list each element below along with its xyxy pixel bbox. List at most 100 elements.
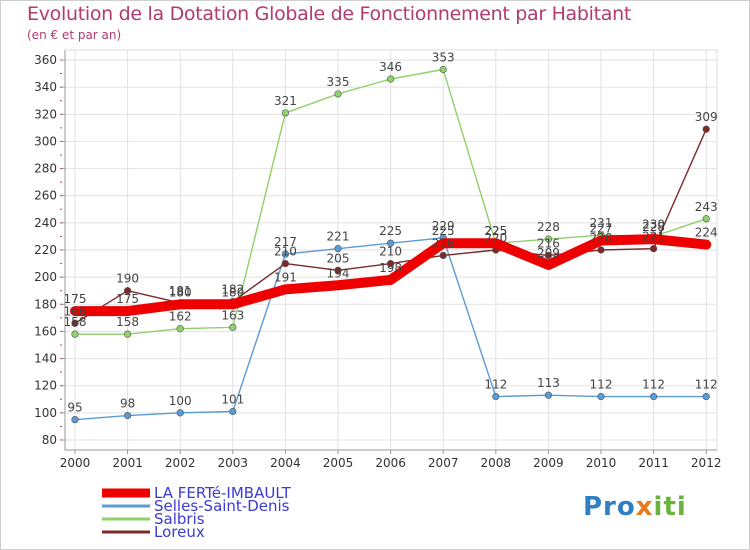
y-tick-label-360: 360 <box>34 53 57 67</box>
series-2-label-2012: 243 <box>695 200 718 214</box>
series-2-point-2007 <box>439 65 447 74</box>
series-1-point-2001 <box>123 411 132 420</box>
y-tick-label-100: 100 <box>34 406 57 420</box>
series-1-label-2002: 100 <box>169 394 192 408</box>
x-tick-label-2004: 2004 <box>270 456 301 470</box>
series-3-label-2000: 166 <box>64 304 87 318</box>
series-2-point-2002 <box>176 325 184 333</box>
series-2-point-2012 <box>702 215 710 223</box>
series-2-label-2011: 230 <box>642 217 665 231</box>
series-1-label-2010: 112 <box>590 378 613 392</box>
x-tick-label-2006: 2006 <box>375 456 406 470</box>
series-1-label-2012: 112 <box>695 378 718 392</box>
series-1-point-2011 <box>649 392 658 401</box>
series-0-label-2004: 191 <box>274 270 297 284</box>
y-tick-label-280: 280 <box>34 162 57 176</box>
series-3-point-2000 <box>71 319 79 327</box>
series-3-point-2001 <box>123 287 132 295</box>
series-3-label-2011: 221 <box>642 230 665 244</box>
series-1-point-2005 <box>334 245 342 253</box>
series-3-label-2003: 182 <box>221 283 244 297</box>
y-tick-label-140: 140 <box>34 352 57 366</box>
series-1-point-2006 <box>387 239 395 247</box>
series-0-label-2002: 180 <box>169 285 192 299</box>
series-0-label-2000: 175 <box>64 292 87 306</box>
series-0-label-2008: 225 <box>484 224 507 238</box>
series-0-point-2006 <box>387 276 394 283</box>
x-tick-label-2008: 2008 <box>481 456 512 470</box>
series-3-label-2008: 220 <box>484 231 507 245</box>
x-tick-label-2002: 2002 <box>165 456 196 470</box>
series-0-label-2011: 228 <box>642 220 665 234</box>
series-1-label-2007: 229 <box>432 219 455 233</box>
series-3-label-2009: 216 <box>537 236 560 250</box>
logo-part-3: iti <box>653 492 687 522</box>
series-0-point-2000 <box>72 308 78 315</box>
chart-title: Evolution de la Dotation Globale de Fonc… <box>27 3 632 25</box>
series-1-label-2011: 112 <box>642 378 665 392</box>
x-tick-label-2000: 2000 <box>60 456 91 470</box>
series-0-point-2008 <box>492 240 499 247</box>
series-3-point-2012 <box>702 125 710 133</box>
series-0-label-2001: 175 <box>116 292 139 306</box>
series-2-point-2006 <box>387 75 395 83</box>
series-3-point-2011 <box>649 245 658 253</box>
x-tick-label-2011: 2011 <box>638 456 669 470</box>
series-0-label-2005: 194 <box>327 266 350 280</box>
logo-part-1: Pro <box>583 492 636 522</box>
series-0-point-2005 <box>335 282 341 289</box>
x-tick-label-2005: 2005 <box>323 456 354 470</box>
series-0-label-2010: 227 <box>590 222 613 236</box>
series-3-label-2002: 181 <box>169 284 192 298</box>
legend-label-1: Selles-Saint-Denis <box>154 497 290 515</box>
legend-label-3: Loreux <box>154 523 205 541</box>
series-2-label-2004: 321 <box>274 94 297 108</box>
series-3-point-2010 <box>597 246 605 254</box>
series-2-label-2007: 353 <box>432 51 455 65</box>
series-3-point-2007 <box>439 251 447 260</box>
chart-subtitle: (en € et par an) <box>27 28 122 42</box>
series-0-point-2009 <box>545 261 552 268</box>
series-1-point-2000 <box>71 416 79 424</box>
series-2-label-2001: 158 <box>116 315 139 329</box>
legend-label-2: Salbris <box>154 510 205 528</box>
legend-label-0: LA FERTé-IMBAULT <box>154 484 292 502</box>
series-2-point-2003 <box>229 323 237 331</box>
series-3-label-2012: 309 <box>695 110 718 124</box>
series-0-label-2012: 224 <box>695 226 718 240</box>
logo-part-2: x <box>635 492 654 522</box>
series-2-label-2002: 162 <box>169 310 192 324</box>
series-1-label-2009: 113 <box>537 376 560 390</box>
series-2-label-2003: 163 <box>221 308 244 322</box>
series-1-label-2000: 95 <box>67 401 82 415</box>
series-2-point-2005 <box>334 90 342 98</box>
x-tick-label-2012: 2012 <box>691 456 722 470</box>
series-2-label-2010: 231 <box>590 216 613 230</box>
series-0-point-2011 <box>650 236 657 243</box>
series-2-label-2009: 228 <box>537 220 560 234</box>
series-3-point-2004 <box>281 259 290 268</box>
series-0-point-2004 <box>282 286 289 293</box>
series-1-point-2002 <box>176 409 184 417</box>
y-tick-label-160: 160 <box>34 324 57 338</box>
series-1-label-2006: 225 <box>379 224 402 238</box>
series-3-point-2005 <box>334 266 342 274</box>
series-2-label-2000: 158 <box>64 315 87 329</box>
series-0-point-2002 <box>177 301 184 308</box>
x-tick-label-2010: 2010 <box>586 456 617 470</box>
series-1-label-2005: 221 <box>327 230 350 244</box>
series-0-point-2003 <box>229 301 236 308</box>
series-3-label-2004: 210 <box>274 245 297 259</box>
series-0-point-2010 <box>598 237 604 244</box>
series-3-point-2006 <box>387 259 395 268</box>
y-tick-label-260: 260 <box>34 189 57 203</box>
series-3-label-2005: 205 <box>327 251 350 265</box>
series-3-point-2009 <box>544 251 553 260</box>
series-2-point-2004 <box>281 109 290 117</box>
x-tick-label-2009: 2009 <box>533 456 564 470</box>
series-3-label-2001: 190 <box>116 272 139 286</box>
x-tick-label-2007: 2007 <box>428 456 459 470</box>
series-0-point-2001 <box>124 308 131 315</box>
y-tick-label-180: 180 <box>34 297 57 311</box>
x-tick-label-2001: 2001 <box>112 456 143 470</box>
